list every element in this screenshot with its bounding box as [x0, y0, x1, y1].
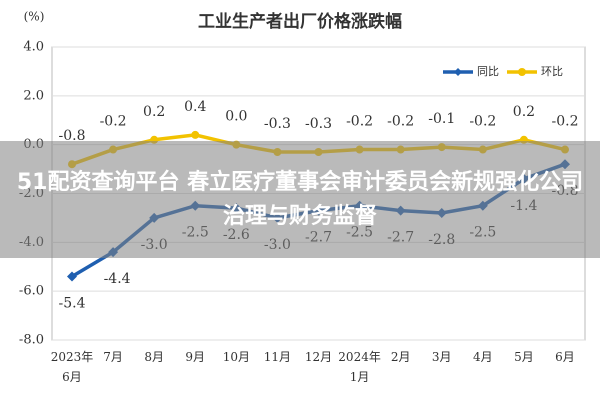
value-label: -0.2	[387, 114, 414, 130]
x-tick-label: 7月	[103, 350, 123, 364]
chart-title: 工业生产者出厂价格涨跌幅	[198, 11, 402, 32]
point	[67, 271, 77, 282]
x-tick-label: 11月	[263, 350, 292, 364]
value-label: -0.2	[346, 114, 373, 130]
value-label: 0.4	[184, 99, 206, 115]
value-label: 0.2	[513, 104, 535, 120]
y-tick-label: 4.0	[23, 40, 44, 55]
banner-text: 51配资查询平台 春立医疗董事会审计委员会新规强化公司治理与财务监督	[16, 169, 584, 229]
point	[191, 130, 200, 139]
value-label: -0.2	[552, 114, 579, 130]
value-label: -0.2	[100, 114, 127, 130]
value-label: -0.2	[469, 114, 496, 130]
x-tick-label: 2月	[390, 350, 411, 364]
value-label: -0.8	[59, 128, 86, 144]
value-label: -5.4	[59, 296, 86, 312]
y-tick-label: -8.0	[19, 333, 44, 348]
x-tick-label: 6月	[555, 350, 575, 364]
x-tick-label: 9月	[185, 350, 206, 364]
value-label: 0.0	[225, 109, 247, 125]
y-unit: (%)	[24, 10, 45, 24]
y-tick-label: -6.0	[19, 284, 44, 299]
x-tick-label: 12月	[304, 350, 333, 364]
legend-label: 环比	[541, 65, 563, 78]
x-tick-label: 3月	[431, 350, 452, 364]
x-tick-label: 2024年 1月	[338, 350, 381, 384]
value-label: -0.3	[264, 116, 291, 132]
x-tick-label: 4月	[473, 350, 493, 364]
x-tick-label: 10月	[222, 350, 250, 364]
x-tick-label: 8月	[144, 350, 164, 364]
legend-swatch	[454, 68, 462, 76]
x-tick-label: 5月	[514, 350, 534, 364]
value-label: -0.1	[428, 111, 455, 127]
y-tick-label: 2.0	[23, 88, 44, 103]
value-label: -4.4	[104, 271, 131, 287]
value-label: -0.3	[305, 116, 332, 132]
legend-label: 同比	[477, 65, 499, 78]
value-label: 0.2	[143, 104, 165, 120]
x-tick-label: 2023年 6月	[50, 350, 94, 384]
legend-swatch	[518, 68, 526, 76]
banner: 51配资查询平台 春立医疗董事会审计委员会新规强化公司治理与财务监督	[0, 141, 600, 258]
